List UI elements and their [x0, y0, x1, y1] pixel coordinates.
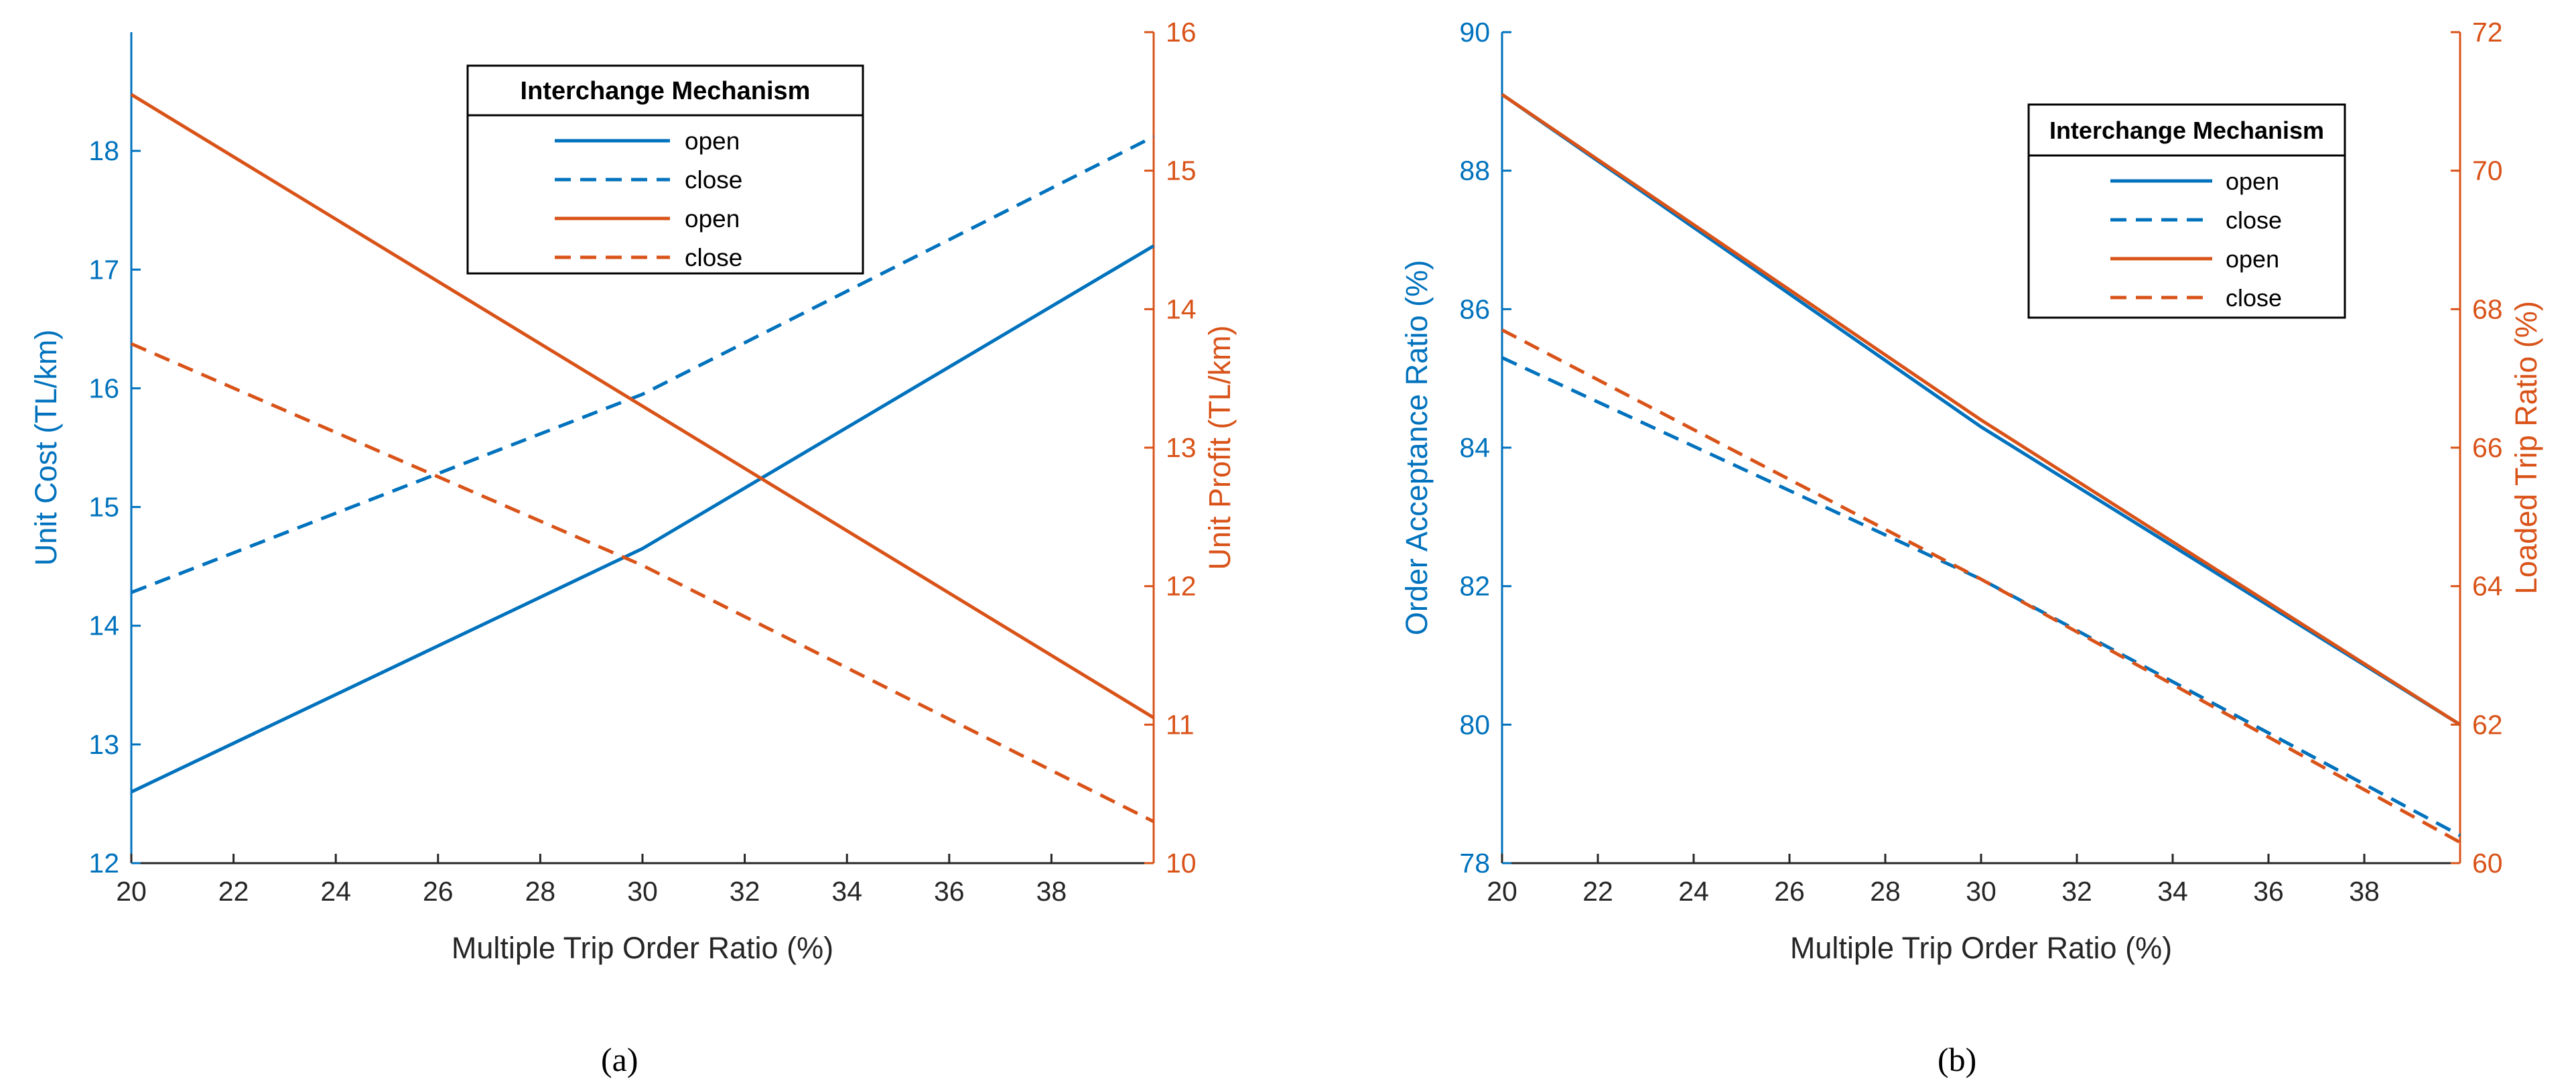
legend-box [466, 64, 864, 275]
panel-caption-a: (a) [601, 1041, 638, 1078]
right-y-tick-label: 15 [1166, 155, 1197, 186]
chart-panel-b: 20 22 24 26 28 30 32 34 36 38 78 80 82 84 86 88 90 60 62 64… [1400, 17, 2543, 965]
x-axis-label: Multiple Trip Order Ratio (%) [452, 931, 833, 965]
left-y-tick-label: 14 [88, 611, 119, 641]
left-y-tick-label: 13 [88, 729, 119, 760]
x-tick-label: 24 [320, 876, 351, 907]
legend-label-open: open [2226, 168, 2279, 195]
x-tick-label: 30 [1966, 876, 1996, 907]
legend-label-close: close [2226, 206, 2282, 234]
left-y-tick-label: 80 [1459, 709, 1490, 740]
x-tick-label: 34 [2157, 876, 2188, 907]
right-y-tick-label: 68 [2472, 294, 2503, 324]
legend-label-close: close [2226, 284, 2282, 312]
left-y-tick-label: 12 [88, 848, 119, 879]
right-y-tick-label: 16 [1166, 17, 1197, 48]
left-y-tick-label: 82 [1459, 571, 1490, 602]
left-y-tick-label: 90 [1459, 17, 1490, 48]
left-y-tick-label: 17 [88, 254, 119, 285]
x-tick-label: 36 [934, 876, 965, 907]
right-y-tick-label: 11 [1166, 709, 1195, 740]
x-tick-label: 20 [1487, 876, 1517, 907]
chart-panel-a: 20 22 24 26 28 30 32 34 36 38 12 13 14 15 16 17 18 10 11 12… [29, 17, 1237, 965]
right-y-tick-label: 62 [2472, 709, 2503, 740]
left-y-axis-label: Unit Cost (TL/km) [29, 330, 63, 566]
x-tick-label: 26 [423, 876, 454, 907]
right-y-tick-label: 14 [1166, 294, 1197, 324]
right-y-axis-label: Unit Profit (TL/km) [1203, 325, 1237, 570]
x-tick-label: 36 [2253, 876, 2284, 907]
panel-caption-b: (b) [1938, 1041, 1977, 1078]
legend-title: Interchange Mechanism [2049, 117, 2324, 144]
series-line-orange-open [130, 92, 1155, 720]
right-y-tick-label: 12 [1166, 571, 1197, 602]
right-y-tick-label: 10 [1166, 848, 1197, 879]
series-line-blue-open [1501, 92, 2461, 726]
left-y-tick-label: 15 [88, 492, 119, 523]
x-axis-label: Multiple Trip Order Ratio (%) [1790, 931, 2172, 965]
x-tick-label: 24 [1678, 876, 1709, 907]
right-y-tick-label: 64 [2472, 571, 2503, 602]
x-tick-label: 32 [730, 876, 760, 907]
x-tick-label: 38 [2349, 876, 2380, 907]
x-tick-label: 20 [116, 876, 147, 907]
legend-label-open: open [2226, 245, 2279, 273]
series-line-orange-open [1501, 92, 2461, 726]
x-tick-label: 22 [218, 876, 249, 907]
left-y-axis-label: Order Acceptance Ratio (%) [1400, 260, 1434, 635]
right-y-tick-label: 60 [2472, 848, 2503, 879]
right-y-tick-label: 70 [2472, 155, 2503, 186]
left-y-tick-label: 86 [1459, 294, 1490, 324]
x-tick-label: 32 [2061, 876, 2092, 907]
x-tick-label: 28 [1870, 876, 1901, 907]
legend-label-close: close [685, 166, 742, 194]
x-tick-label: 22 [1582, 876, 1613, 907]
series-line-blue-open [130, 244, 1155, 793]
series-line-orange-close [131, 342, 1155, 824]
legend-title: Interchange Mechanism [521, 77, 811, 105]
left-y-tick-label: 84 [1459, 432, 1490, 463]
legend-label-open: open [685, 127, 740, 155]
x-tick-label: 34 [831, 876, 862, 907]
left-y-tick-label: 16 [88, 373, 119, 403]
right-y-tick-label: 66 [2472, 432, 2503, 463]
left-y-tick-label: 78 [1459, 848, 1490, 879]
left-y-tick-label: 88 [1459, 155, 1490, 186]
x-tick-label: 38 [1036, 876, 1067, 907]
right-y-axis-label: Loaded Trip Ratio (%) [2509, 301, 2543, 594]
x-tick-label: 30 [627, 876, 658, 907]
series-line-blue-close [131, 135, 1155, 594]
legend-label-open: open [685, 205, 740, 233]
right-y-tick-label: 72 [2472, 17, 2503, 48]
right-y-tick-label: 13 [1166, 432, 1197, 463]
legend-label-close: close [685, 244, 742, 271]
x-tick-label: 26 [1774, 876, 1805, 907]
x-tick-label: 28 [525, 876, 556, 907]
left-y-tick-label: 18 [88, 135, 119, 166]
series-line-orange-close [1501, 328, 2461, 844]
legend-box [2027, 103, 2346, 319]
